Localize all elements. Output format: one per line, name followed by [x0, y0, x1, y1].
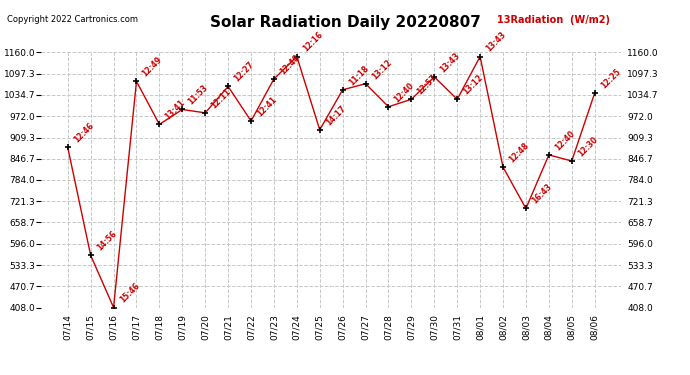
Text: 13:12: 13:12: [370, 57, 393, 81]
Text: Solar Radiation Daily 20220807: Solar Radiation Daily 20220807: [210, 15, 480, 30]
Text: 13:43: 13:43: [438, 51, 462, 74]
Text: 12:11: 12:11: [209, 87, 233, 110]
Text: 13:43: 13:43: [484, 30, 508, 54]
Text: 12:40: 12:40: [553, 129, 576, 152]
Text: 12:30: 12:30: [576, 135, 600, 158]
Text: 12:25: 12:25: [599, 67, 622, 90]
Text: 12:46: 12:46: [72, 121, 95, 145]
Text: 11:18: 11:18: [347, 63, 371, 87]
Text: 14:56: 14:56: [95, 229, 118, 252]
Text: 12:27: 12:27: [233, 60, 256, 84]
Text: 12:16: 12:16: [301, 30, 324, 54]
Text: 12:49: 12:49: [141, 55, 164, 78]
Text: 15:46: 15:46: [118, 281, 141, 305]
Text: 12:48: 12:48: [507, 141, 531, 164]
Text: 14:17: 14:17: [324, 104, 348, 127]
Text: 12:41: 12:41: [255, 95, 279, 118]
Text: 13:12: 13:12: [462, 73, 485, 96]
Text: 12:57: 12:57: [415, 73, 439, 96]
Text: 13:41: 13:41: [164, 98, 187, 122]
Text: 12:40: 12:40: [393, 81, 416, 104]
Text: 13Radiation  (W/m2): 13Radiation (W/m2): [497, 15, 610, 25]
Text: Copyright 2022 Cartronics.com: Copyright 2022 Cartronics.com: [7, 15, 138, 24]
Text: 11:53: 11:53: [186, 83, 210, 107]
Text: 16:43: 16:43: [530, 182, 553, 206]
Text: 12:48: 12:48: [278, 53, 302, 76]
